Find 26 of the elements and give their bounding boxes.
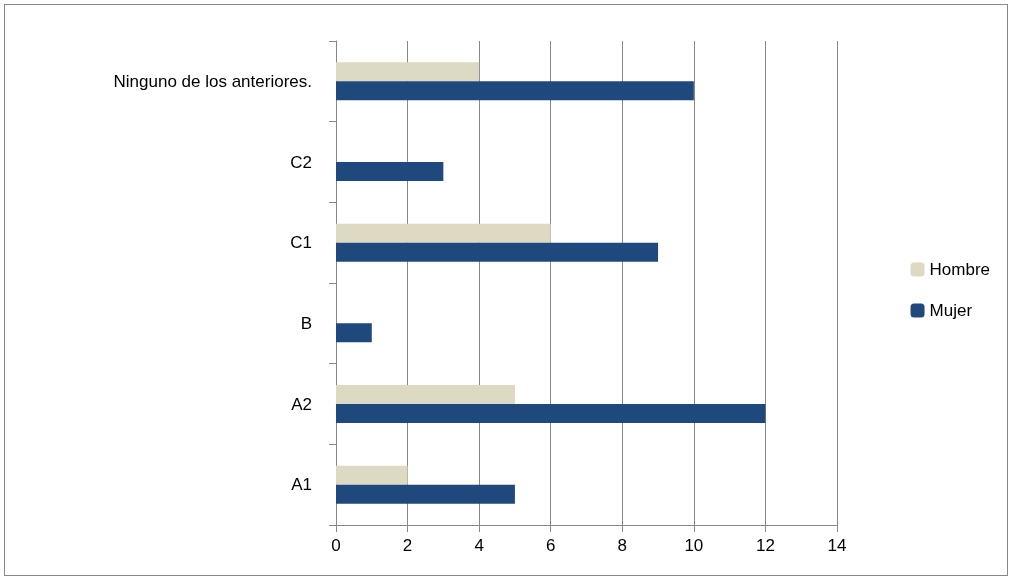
x-tick-label: 2 (402, 536, 413, 555)
y-tick-label: A1 (291, 475, 312, 495)
bar (336, 242, 659, 262)
x-tick-label: 0 (331, 536, 341, 555)
x-tick-label: 8 (617, 536, 628, 555)
y-tick-label: C1 (290, 233, 312, 253)
x-tick-label: 10 (684, 536, 704, 555)
x-tick-label: 12 (755, 536, 775, 555)
x-tick-label: 14 (827, 536, 847, 555)
y-tick-label: B (300, 313, 312, 333)
legend-label: Mujer (929, 301, 973, 320)
y-tick-label: A2 (291, 394, 312, 414)
bar (336, 323, 372, 343)
x-tick-label: 4 (474, 536, 484, 555)
bar (336, 62, 480, 82)
bar (336, 81, 694, 101)
bar (336, 162, 444, 181)
legend-label: Hombre (929, 260, 991, 279)
bar (336, 484, 515, 504)
y-tick-label: C2 (290, 152, 312, 172)
y-tick-label: Ninguno de los anteriores. (113, 71, 312, 91)
bar (336, 223, 551, 243)
bar (336, 385, 515, 404)
x-tick-label: 6 (545, 536, 556, 555)
bar (336, 465, 408, 485)
bar (336, 404, 766, 423)
